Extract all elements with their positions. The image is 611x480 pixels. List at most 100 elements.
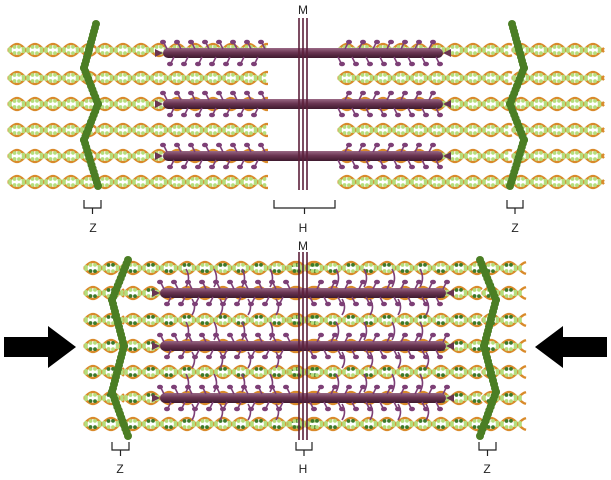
actin-filament	[337, 174, 513, 190]
z-disc-label-bottom-left: Z	[116, 462, 124, 476]
z-disc-label-bottom-right: Z	[483, 462, 491, 476]
h-zone-bracket	[295, 442, 313, 451]
cross-bridge	[275, 403, 280, 421]
arrow-left-icon	[535, 326, 607, 368]
actin-filament	[95, 70, 268, 86]
cross-bridge	[213, 373, 218, 393]
z-disc-label-top-right: Z	[511, 221, 519, 235]
cross-bridge	[191, 351, 196, 369]
cross-bridge	[219, 351, 224, 369]
z-disc-label-top-left: Z	[89, 221, 97, 235]
cross-bridge	[341, 351, 346, 369]
cross-bridge	[185, 268, 190, 288]
cross-bridge	[397, 351, 402, 369]
cross-bridge	[425, 351, 430, 369]
m-line	[298, 18, 308, 190]
cross-bridge	[275, 298, 280, 316]
z-disc	[108, 256, 132, 440]
cross-bridge	[391, 268, 396, 288]
cross-bridge	[397, 403, 402, 421]
cross-bridge	[369, 403, 374, 421]
actin-filament	[511, 122, 605, 138]
z-disc-bracket-right	[478, 442, 497, 451]
cross-bridge	[241, 268, 246, 288]
actin-filament	[511, 96, 605, 112]
actin-filament	[83, 338, 125, 354]
z-disc	[476, 256, 500, 440]
cross-bridge	[275, 351, 280, 369]
cross-bridge	[425, 298, 430, 316]
actin-filament	[511, 42, 605, 58]
h-zone-label-bottom: H	[298, 462, 308, 476]
actin-filament	[7, 42, 97, 58]
z-disc	[506, 20, 528, 190]
compression-arrows	[4, 326, 607, 368]
actin-filament	[7, 122, 97, 138]
z-disc-bracket-right	[506, 200, 524, 209]
cross-bridge	[191, 403, 196, 421]
actin-filament	[95, 174, 268, 190]
actin-filament	[7, 148, 97, 164]
actin-filament	[95, 122, 268, 138]
cross-bridge	[247, 351, 252, 369]
actin-filament	[7, 174, 97, 190]
cross-bridge	[369, 351, 374, 369]
m-line-label-bottom: M	[298, 239, 308, 253]
cross-bridge	[219, 298, 224, 316]
cross-bridge	[369, 298, 374, 316]
z-disc	[80, 20, 102, 190]
m-line	[298, 252, 308, 440]
cross-bridge	[397, 298, 402, 316]
cross-bridge	[341, 403, 346, 421]
cross-bridge	[341, 298, 346, 316]
h-zone-bracket	[273, 200, 336, 209]
cross-bridge	[335, 268, 340, 288]
z-disc-bracket-left	[83, 200, 102, 209]
actin-filament	[337, 122, 513, 138]
cross-bridge	[269, 373, 274, 393]
cross-bridge	[213, 321, 218, 341]
actin-filament	[123, 416, 319, 432]
cross-bridge	[269, 268, 274, 288]
arrow-right-icon	[4, 326, 76, 368]
actin-filament	[511, 70, 605, 86]
cross-bridge	[419, 373, 424, 393]
actin-filament	[287, 312, 483, 328]
m-line-label-top: M	[298, 3, 308, 17]
z-disc-bracket-left	[111, 442, 130, 451]
cross-bridge	[247, 403, 252, 421]
cross-bridge	[335, 373, 340, 393]
cross-bridge	[335, 321, 340, 341]
relaxed-sarcomere-panel	[7, 18, 605, 214]
cross-bridge	[363, 268, 368, 288]
actin-filament	[7, 96, 97, 112]
actin-filament	[511, 174, 605, 190]
cross-bridge	[391, 321, 396, 341]
cross-bridge	[241, 321, 246, 341]
actin-filament	[481, 260, 527, 276]
contracted-sarcomere-panel	[83, 252, 527, 456]
cross-bridge	[419, 268, 424, 288]
actin-filament	[287, 364, 483, 380]
cross-bridge	[241, 373, 246, 393]
actin-filament	[83, 260, 125, 276]
cross-bridge	[391, 373, 396, 393]
cross-bridge	[219, 403, 224, 421]
cross-bridge	[185, 321, 190, 341]
cross-bridge	[363, 373, 368, 393]
cross-bridge	[363, 321, 368, 341]
cross-bridge	[185, 373, 190, 393]
actin-filament	[287, 416, 483, 432]
actin-filament	[287, 260, 483, 276]
cross-bridge	[269, 321, 274, 341]
cross-bridge	[191, 298, 196, 316]
cross-bridge	[419, 321, 424, 341]
cross-bridge	[247, 298, 252, 316]
actin-filament	[511, 148, 605, 164]
cross-bridge	[425, 403, 430, 421]
cross-bridge	[213, 268, 218, 288]
h-zone-label-top: H	[298, 221, 308, 235]
actin-filament	[337, 70, 513, 86]
